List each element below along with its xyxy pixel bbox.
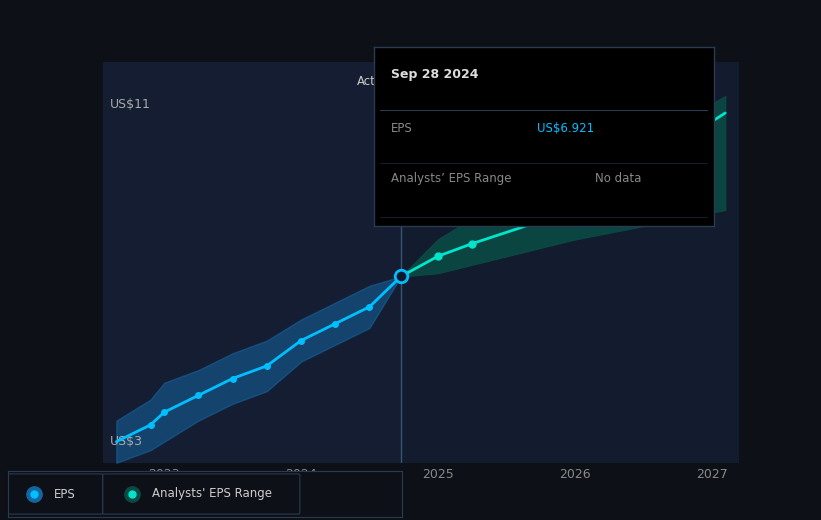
Text: Analysts' EPS Range: Analysts' EPS Range — [152, 488, 272, 500]
Text: Analysts Forecasts: Analysts Forecasts — [408, 75, 517, 88]
FancyBboxPatch shape — [8, 474, 103, 514]
FancyBboxPatch shape — [103, 474, 300, 514]
Text: No data: No data — [595, 173, 641, 186]
Text: US$6.921: US$6.921 — [537, 122, 594, 135]
Text: US$3: US$3 — [109, 435, 143, 448]
Bar — [103, 62, 401, 463]
Text: Sep 28 2024: Sep 28 2024 — [391, 68, 478, 81]
Text: EPS: EPS — [53, 488, 76, 500]
Text: US$11: US$11 — [109, 98, 150, 111]
Text: Analysts’ EPS Range: Analysts’ EPS Range — [391, 173, 511, 186]
Text: EPS: EPS — [391, 122, 412, 135]
Text: Actual: Actual — [357, 75, 394, 88]
